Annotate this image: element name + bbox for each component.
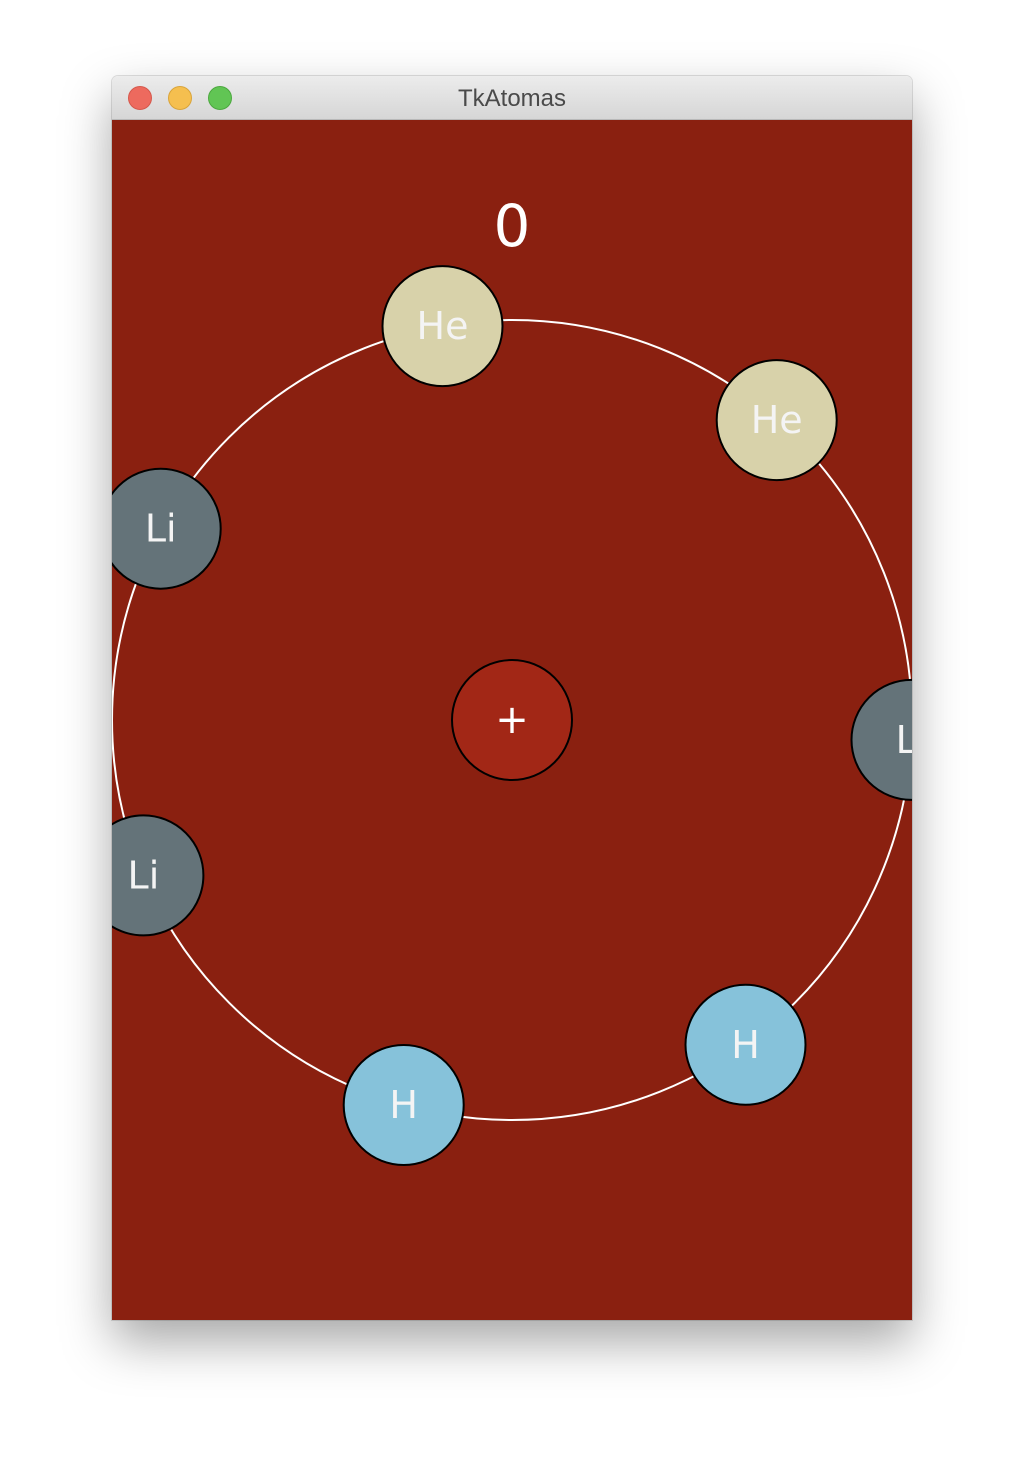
atom-he[interactable]: He [381, 265, 504, 388]
atom-symbol: He [417, 304, 469, 348]
atom-li[interactable]: Li [850, 678, 913, 801]
atom-circle [381, 265, 504, 388]
window-title: TkAtomas [457, 85, 567, 112]
center-atom-label: + [495, 697, 529, 743]
atom-circle [112, 467, 222, 590]
center-atom-circle [451, 659, 573, 781]
atom-circle [684, 983, 807, 1106]
title-bar: TkAtomas [112, 76, 912, 120]
atom-circle [342, 1044, 465, 1166]
atom-li[interactable]: Li [112, 467, 222, 590]
app-window: TkAtomas 0 He He Li H H Li Li + [112, 76, 912, 1320]
atom-symbol: H [731, 1023, 760, 1067]
game-canvas[interactable]: 0 He He Li H H Li Li + [112, 120, 912, 1320]
minimize-button[interactable] [168, 86, 192, 110]
center-plus-atom[interactable]: + [451, 659, 573, 781]
atom-h[interactable]: H [684, 983, 807, 1106]
atoms-layer: He He Li H H Li Li [112, 265, 913, 1166]
close-button[interactable] [128, 86, 152, 110]
atom-circle [715, 359, 838, 482]
score-display: 0 [494, 192, 531, 260]
atom-circle [112, 814, 205, 937]
atom-ring [112, 319, 912, 1121]
atom-symbol: H [389, 1083, 418, 1127]
atom-symbol: Li [145, 507, 177, 551]
atom-symbol: Li [896, 718, 912, 762]
atom-symbol: Li [128, 853, 160, 897]
atom-symbol: He [751, 398, 803, 442]
atom-li[interactable]: Li [112, 814, 205, 937]
atom-he[interactable]: He [715, 359, 838, 482]
zoom-button[interactable] [208, 86, 232, 110]
atom-circle [850, 678, 912, 801]
atom-h[interactable]: H [342, 1044, 465, 1166]
